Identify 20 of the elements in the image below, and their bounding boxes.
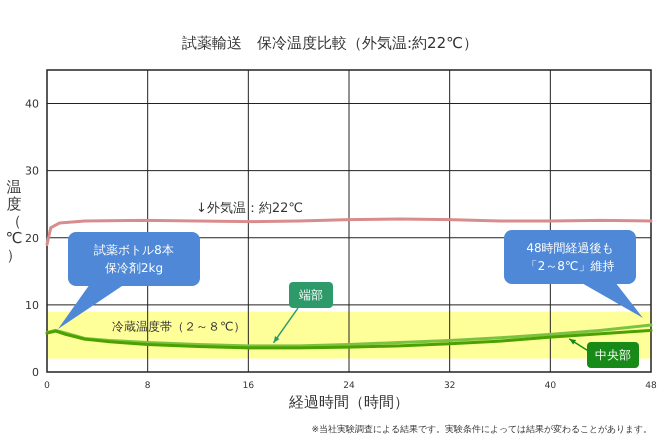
x-axis-title: 経過時間（時間）: [288, 393, 409, 411]
x-tick-label: 40: [544, 381, 556, 391]
annotation: 48時間経過後も「2～8℃」維持: [526, 241, 614, 273]
annotation: 試薬ボトル8本保冷剤2kg: [94, 243, 174, 275]
y-tick-label: 20: [25, 232, 39, 245]
series-label: ↓外気温：約22℃: [196, 201, 304, 216]
series-label: 中央部: [595, 348, 631, 362]
x-tick-label: 48: [645, 381, 657, 391]
y-tick-label: 40: [25, 98, 39, 111]
x-tick-label: 0: [44, 381, 50, 391]
chart-title: 試薬輸送 保冷温度比較（外気温:約22℃）: [182, 34, 478, 52]
y-axis-title: 温度（℃）: [6, 178, 22, 264]
text: ※当社実験調査による結果です。実験条件によっては結果が変わることがあります。: [311, 424, 652, 435]
x-tick-label: 16: [242, 381, 254, 391]
y-tick-label: 0: [32, 366, 39, 379]
x-tick-label: 32: [444, 381, 456, 391]
y-tick-label: 10: [25, 298, 39, 312]
x-tick-label: 8: [144, 381, 151, 391]
y-tick-label: 30: [25, 164, 39, 178]
x-tick-label: 24: [343, 381, 355, 391]
